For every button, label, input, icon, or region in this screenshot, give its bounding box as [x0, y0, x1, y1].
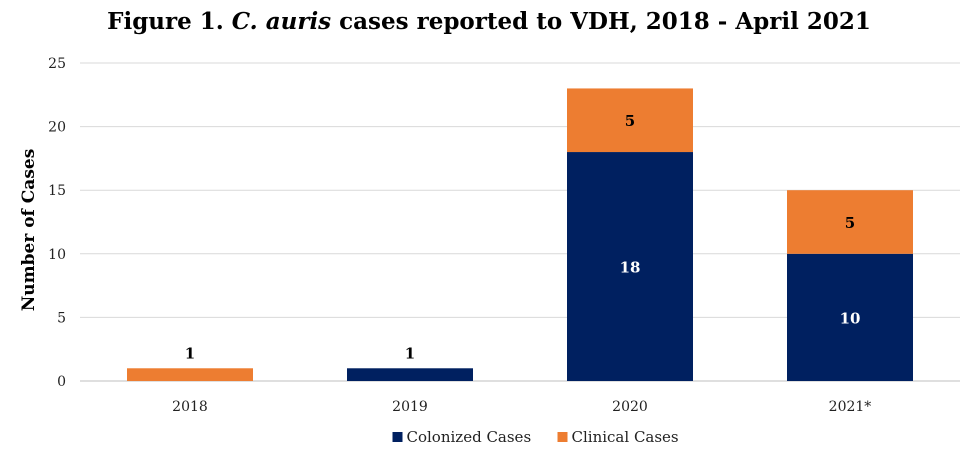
legend-swatch [557, 432, 568, 442]
x-tick-label: 2019 [392, 399, 428, 415]
data-label: 1 [185, 344, 195, 362]
data-label: 5 [845, 214, 855, 232]
x-tick-label: 2021* [829, 399, 872, 415]
legend-label: Clinical Cases [572, 428, 679, 446]
data-label: 18 [620, 259, 641, 277]
chart-title: Figure 1. C. auris cases reported to VDH… [0, 8, 978, 35]
x-tick-label: 2020 [612, 399, 648, 415]
bar-clinical-cases [127, 368, 253, 381]
data-label: 10 [840, 309, 861, 327]
data-label: 1 [405, 344, 415, 362]
chart-title-prefix: Figure 1. [107, 8, 232, 35]
bar-colonized-cases [347, 368, 473, 381]
bar-colonized-cases [787, 253, 913, 381]
y-tick-label: 10 [48, 247, 66, 263]
bar-colonized-cases [567, 152, 693, 381]
x-tick-label: 2018 [172, 399, 208, 415]
y-tick-label: 15 [48, 183, 66, 199]
y-tick-label: 0 [57, 374, 66, 390]
y-tick-label: 25 [48, 56, 66, 72]
bar-clinical-cases [567, 88, 693, 153]
y-tick-label: 20 [48, 120, 66, 136]
y-axis-label: Number of Cases [19, 149, 39, 312]
y-tick-label: 5 [57, 310, 66, 326]
bar-clinical-cases [787, 190, 913, 254]
chart-title-suffix: cases reported to VDH, 2018 - April 2021 [331, 8, 871, 35]
data-label: 5 [625, 112, 635, 130]
legend-swatch [392, 432, 403, 442]
legend-label: Colonized Cases [407, 428, 532, 446]
chart-title-italic: C. auris [231, 8, 332, 35]
